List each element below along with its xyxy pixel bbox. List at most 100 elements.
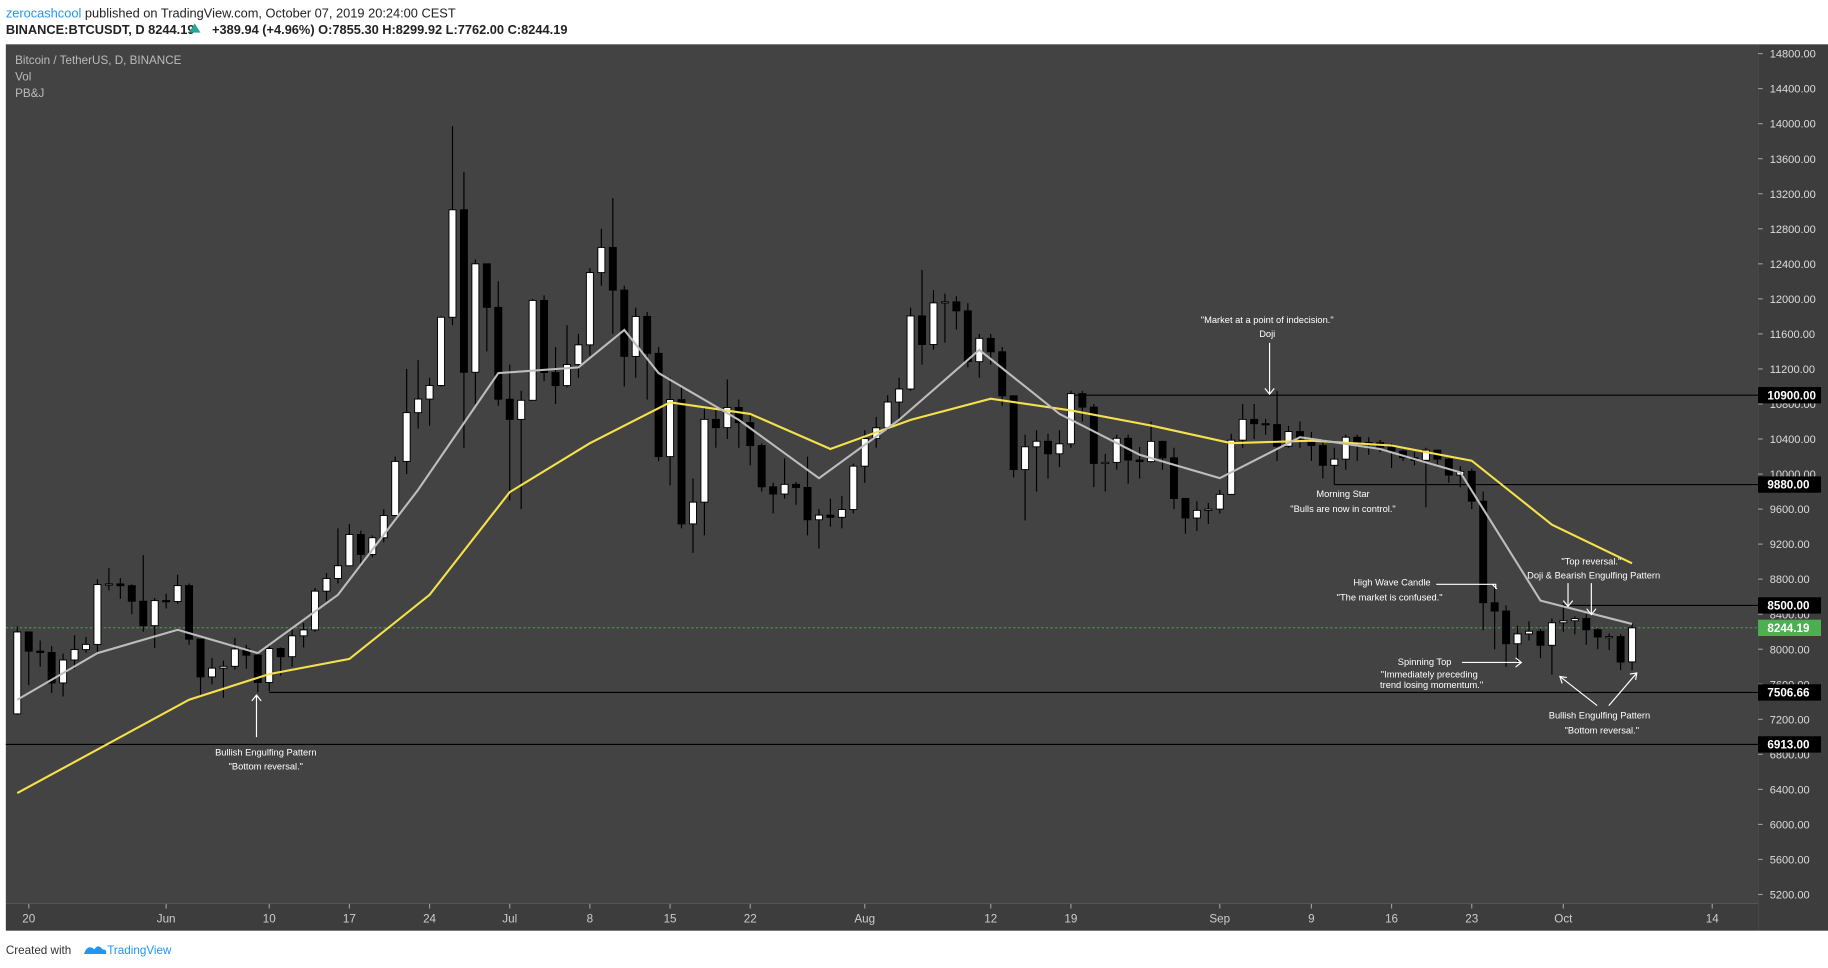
y-tick-label: 8800.00 — [1770, 574, 1810, 586]
candle-body — [689, 501, 697, 525]
candle-body — [814, 514, 823, 521]
legend-indicator: PB&J — [15, 87, 44, 100]
candle-body — [162, 600, 171, 603]
footer-brand: TradingView — [107, 944, 172, 957]
candle-body — [1502, 610, 1511, 645]
y-tick-label: 9200.00 — [1770, 539, 1810, 551]
annotation: "Top reversal." — [1561, 556, 1621, 566]
candle-body — [1055, 443, 1064, 455]
candle-body — [906, 315, 915, 390]
candle-body — [276, 648, 285, 658]
candle-body — [1273, 424, 1282, 447]
y-tick-label: 11200.00 — [1770, 364, 1815, 376]
candle-body — [24, 631, 33, 652]
candle-body — [1547, 622, 1556, 646]
close: C:8244.19 — [508, 22, 568, 37]
published: published on TradingView.com, October 07… — [85, 5, 456, 20]
y-tick-label: 14400.00 — [1770, 84, 1816, 96]
candle-body — [929, 302, 938, 345]
candle-body — [219, 665, 228, 669]
arrow — [1461, 657, 1523, 668]
arrow — [251, 694, 262, 738]
candle-body — [1421, 449, 1430, 461]
annotation: Bullish Engulfing Pattern — [215, 748, 316, 758]
x-tick-label: Aug — [854, 913, 875, 926]
candle-body — [1112, 437, 1121, 463]
annotation: High Wave Candle — [1353, 577, 1430, 587]
candle-body — [1044, 440, 1052, 455]
y-tick-label: 13200.00 — [1770, 189, 1816, 201]
y-tick-label: 12800.00 — [1770, 224, 1816, 236]
high: H:8299.92 — [382, 22, 442, 37]
legend-title: Bitcoin / TetherUS, D, BINANCE — [15, 54, 181, 67]
candle-body — [769, 486, 778, 495]
annotation: Doji & Bearish Engulfing Pattern — [1527, 570, 1660, 580]
candle-body — [13, 631, 22, 715]
candle-body — [860, 438, 869, 467]
candle-body — [437, 316, 445, 386]
x-tick-label: Jul — [502, 913, 517, 926]
author: zerocashcool — [6, 5, 81, 20]
y-tick-label: 12400.00 — [1770, 259, 1816, 271]
candle-body — [700, 418, 709, 503]
last: 8244.19 — [148, 22, 194, 37]
x-tick-label: Sep — [1209, 913, 1230, 926]
last-price-label: 8244.19 — [1767, 622, 1810, 635]
candle-body — [1227, 439, 1236, 495]
candle-body — [654, 352, 663, 458]
y-tick-label: 6400.00 — [1770, 784, 1810, 796]
candle-body — [1170, 457, 1178, 499]
annotation: "Market at a point of indecision." — [1201, 315, 1334, 325]
x-axis-bg — [5, 903, 1759, 931]
candle-body — [666, 399, 675, 458]
footer-created: Created with — [6, 944, 71, 957]
y-tick-label: 10400.00 — [1770, 434, 1816, 446]
candle-body — [1135, 459, 1144, 463]
annotation: "The market is confused." — [1337, 593, 1443, 603]
level-label: 6913.00 — [1767, 739, 1809, 752]
candle-body — [505, 398, 514, 420]
annotation: trend losing momentum." — [1380, 680, 1483, 690]
candle-body — [757, 445, 766, 488]
candle-body — [471, 263, 480, 373]
candle-body — [1192, 509, 1201, 519]
candle-body — [1261, 423, 1270, 426]
candle-body — [608, 246, 617, 291]
candle-body — [792, 483, 801, 488]
candle-body — [1628, 627, 1637, 663]
y-tick-label: 12000.00 — [1770, 294, 1816, 306]
candle-body — [196, 638, 205, 678]
x-tick-label: 24 — [423, 913, 436, 926]
header-line: zerocashcool published on TradingView.co… — [6, 5, 456, 20]
x-tick-label: 16 — [1385, 913, 1398, 926]
level-label-bg — [1758, 736, 1822, 753]
candle-body — [185, 585, 194, 640]
candle-body — [47, 652, 56, 684]
candle-body — [1536, 630, 1545, 646]
y-tick-label: 9600.00 — [1770, 504, 1810, 516]
candle-body — [345, 534, 354, 567]
candle-body — [803, 486, 812, 521]
candle-body — [253, 654, 262, 683]
level-label-bg — [1758, 684, 1822, 701]
candle-body — [1009, 395, 1018, 471]
candle-body — [1479, 500, 1488, 604]
candle-body — [230, 648, 239, 667]
candle-body — [1204, 508, 1213, 511]
candle-body — [322, 577, 331, 592]
arrow — [1436, 583, 1498, 590]
candle-body — [288, 635, 297, 658]
candle-body — [574, 344, 583, 366]
x-tick-label: 23 — [1465, 913, 1478, 926]
candle-body — [459, 209, 468, 373]
candle-body — [746, 422, 755, 447]
candle-body — [563, 364, 571, 387]
level-label: 10900.00 — [1767, 389, 1816, 402]
candle-body — [723, 407, 732, 429]
candle-body — [36, 650, 45, 653]
x-tick-label: 22 — [744, 913, 757, 926]
candle-body — [150, 600, 159, 627]
candle-body — [1147, 440, 1156, 463]
candle-body — [1513, 633, 1522, 645]
